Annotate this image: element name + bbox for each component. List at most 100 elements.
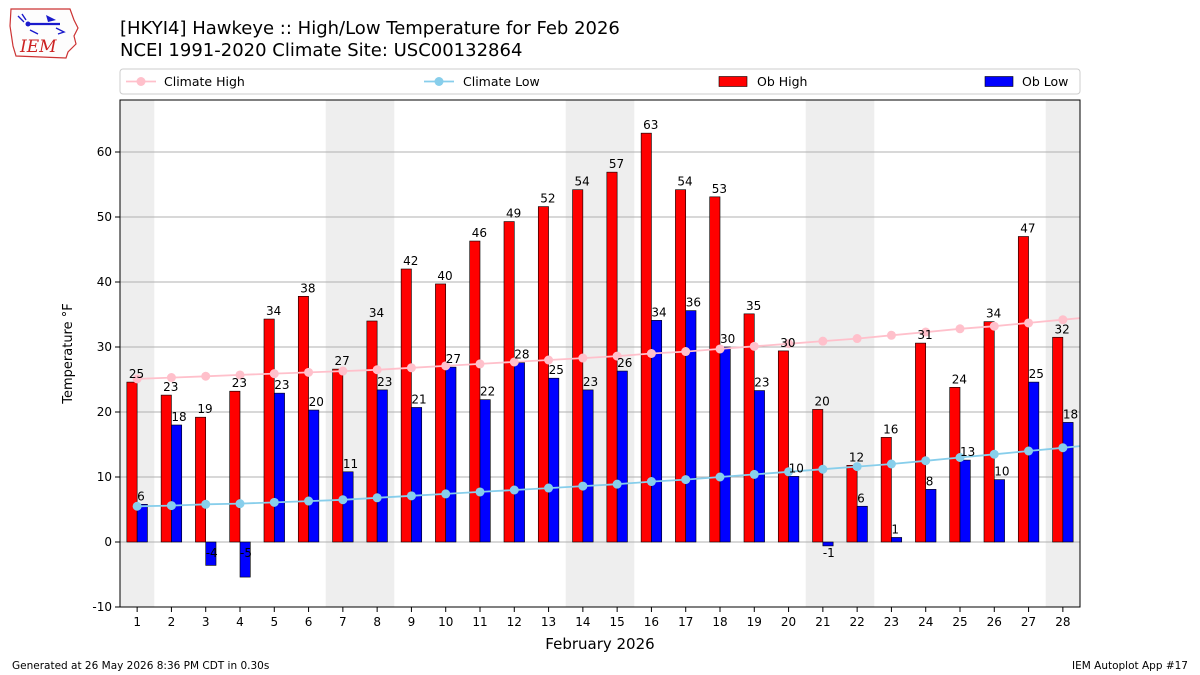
climate-low-point xyxy=(1058,443,1068,453)
ob-low-bar xyxy=(1062,422,1074,543)
x-tick-label: 14 xyxy=(575,615,590,629)
climate-high-point xyxy=(406,363,416,373)
ob-low-bar xyxy=(582,389,594,543)
legend-climate-low-marker xyxy=(434,77,444,86)
climate-high-point xyxy=(166,373,176,383)
ob-high-bar xyxy=(983,321,995,543)
climate-low-point xyxy=(475,487,485,497)
climate-high-point xyxy=(818,336,828,346)
climate-low-point xyxy=(304,496,314,506)
climate-high-point xyxy=(989,321,999,331)
ob-high-label: 12 xyxy=(849,450,864,464)
legend: Climate High Climate Low Ob High Ob Low xyxy=(119,68,1081,95)
ob-low-label: 34 xyxy=(651,305,666,319)
climate-low-point xyxy=(681,475,691,485)
ob-low-bar xyxy=(856,505,868,543)
y-tick-label: 40 xyxy=(97,275,112,289)
climate-high-point xyxy=(921,327,931,337)
climate-high-point xyxy=(338,366,348,376)
x-tick-label: 15 xyxy=(610,615,625,629)
ob-high-bar xyxy=(469,240,481,543)
x-tick-label: 9 xyxy=(408,615,416,629)
ob-high-bar xyxy=(777,350,789,543)
legend-box xyxy=(119,68,1081,95)
climate-high-point xyxy=(681,347,691,357)
climate-high-point xyxy=(955,324,965,334)
ob-high-label: 63 xyxy=(643,118,658,132)
ob-low-bar xyxy=(822,541,834,547)
x-tick-label: 24 xyxy=(918,615,933,629)
x-tick-label: 26 xyxy=(987,615,1002,629)
y-tick-label: 0 xyxy=(104,535,112,549)
ob-high-label: 20 xyxy=(815,394,830,408)
x-tick-label: 8 xyxy=(373,615,381,629)
ob-low-label: 1 xyxy=(891,522,899,536)
plot-frame xyxy=(119,99,1081,608)
climate-low-point xyxy=(818,464,828,474)
ob-low-bar xyxy=(342,471,354,543)
ob-low-bar xyxy=(616,370,628,543)
climate-high-point xyxy=(1024,318,1034,328)
ob-high-label: 35 xyxy=(746,299,761,313)
climate-high-point xyxy=(201,371,211,381)
ob-low-bar xyxy=(651,320,663,543)
y-tick-label: 20 xyxy=(97,405,112,419)
ob-high-bar xyxy=(880,437,892,543)
ob-low-label: -4 xyxy=(206,546,218,560)
x-tick-label: 4 xyxy=(236,615,244,629)
ob-high-bar xyxy=(126,381,138,543)
climate-low-point xyxy=(544,483,554,493)
ob-low-label: 21 xyxy=(411,392,426,406)
climate-low-point xyxy=(269,497,279,507)
y-tick-label: 50 xyxy=(97,210,112,224)
ob-low-bar xyxy=(788,476,800,543)
ob-low-label: 22 xyxy=(480,385,495,399)
legend-climate-high-marker xyxy=(136,77,146,86)
climate-low-point xyxy=(132,501,142,511)
y-axis-label: Temperature °F xyxy=(61,303,76,404)
x-tick-label: 12 xyxy=(507,615,522,629)
ob-high-label: 53 xyxy=(712,182,727,196)
climate-low-point xyxy=(886,459,896,469)
climate-low-point xyxy=(749,469,759,479)
x-tick-label: 11 xyxy=(472,615,487,629)
legend-climate-high-label: Climate High xyxy=(164,74,245,89)
app-note: IEM Autoplot App #17 xyxy=(1072,660,1188,672)
legend-ob-high-swatch xyxy=(718,76,748,87)
generated-note: Generated at 26 May 2026 8:36 PM CDT in … xyxy=(12,660,270,672)
ob-low-bar xyxy=(171,424,183,543)
legend-ob-low-label: Ob Low xyxy=(1022,74,1068,89)
chart-subtitle: NCEI 1991-2020 Climate Site: USC00132864 xyxy=(120,40,523,61)
ob-high-label: 42 xyxy=(403,254,418,268)
ob-high-label: 34 xyxy=(266,304,281,318)
ob-low-label: 23 xyxy=(377,375,392,389)
ob-low-label: 20 xyxy=(309,395,324,409)
x-tick-label: 21 xyxy=(815,615,830,629)
ob-low-bar xyxy=(273,392,285,543)
climate-low-point xyxy=(235,499,245,509)
x-axis-label: February 2026 xyxy=(545,635,654,653)
climate-low-point xyxy=(578,481,588,491)
ob-high-bar xyxy=(949,386,961,543)
ob-high-label: 52 xyxy=(540,192,555,206)
climate-low-point xyxy=(646,477,656,487)
x-tick-label: 19 xyxy=(747,615,762,629)
x-tick-label: 20 xyxy=(781,615,796,629)
ob-low-label: 23 xyxy=(583,375,598,389)
data-labels: 25 23 19 23 34 38 27 34 42 40 46 49 52 54 57 63 54 53 35 30… xyxy=(129,118,1078,560)
climate-low-point xyxy=(441,489,451,499)
ob-high-bar xyxy=(572,189,584,543)
ob-low-label: 27 xyxy=(446,352,461,366)
x-tick-label: 7 xyxy=(339,615,347,629)
ob-high-bar xyxy=(1052,336,1064,543)
climate-low-point xyxy=(852,462,862,472)
climate-low-point xyxy=(201,499,211,509)
climate-high-point xyxy=(441,361,451,371)
ob-low-label: 30 xyxy=(720,332,735,346)
ob-high-label: 32 xyxy=(1055,322,1070,336)
x-tick-label: 13 xyxy=(541,615,556,629)
climate-high-point xyxy=(784,339,794,349)
climate-high-point xyxy=(544,355,554,365)
ob-low-bar xyxy=(1028,381,1040,543)
